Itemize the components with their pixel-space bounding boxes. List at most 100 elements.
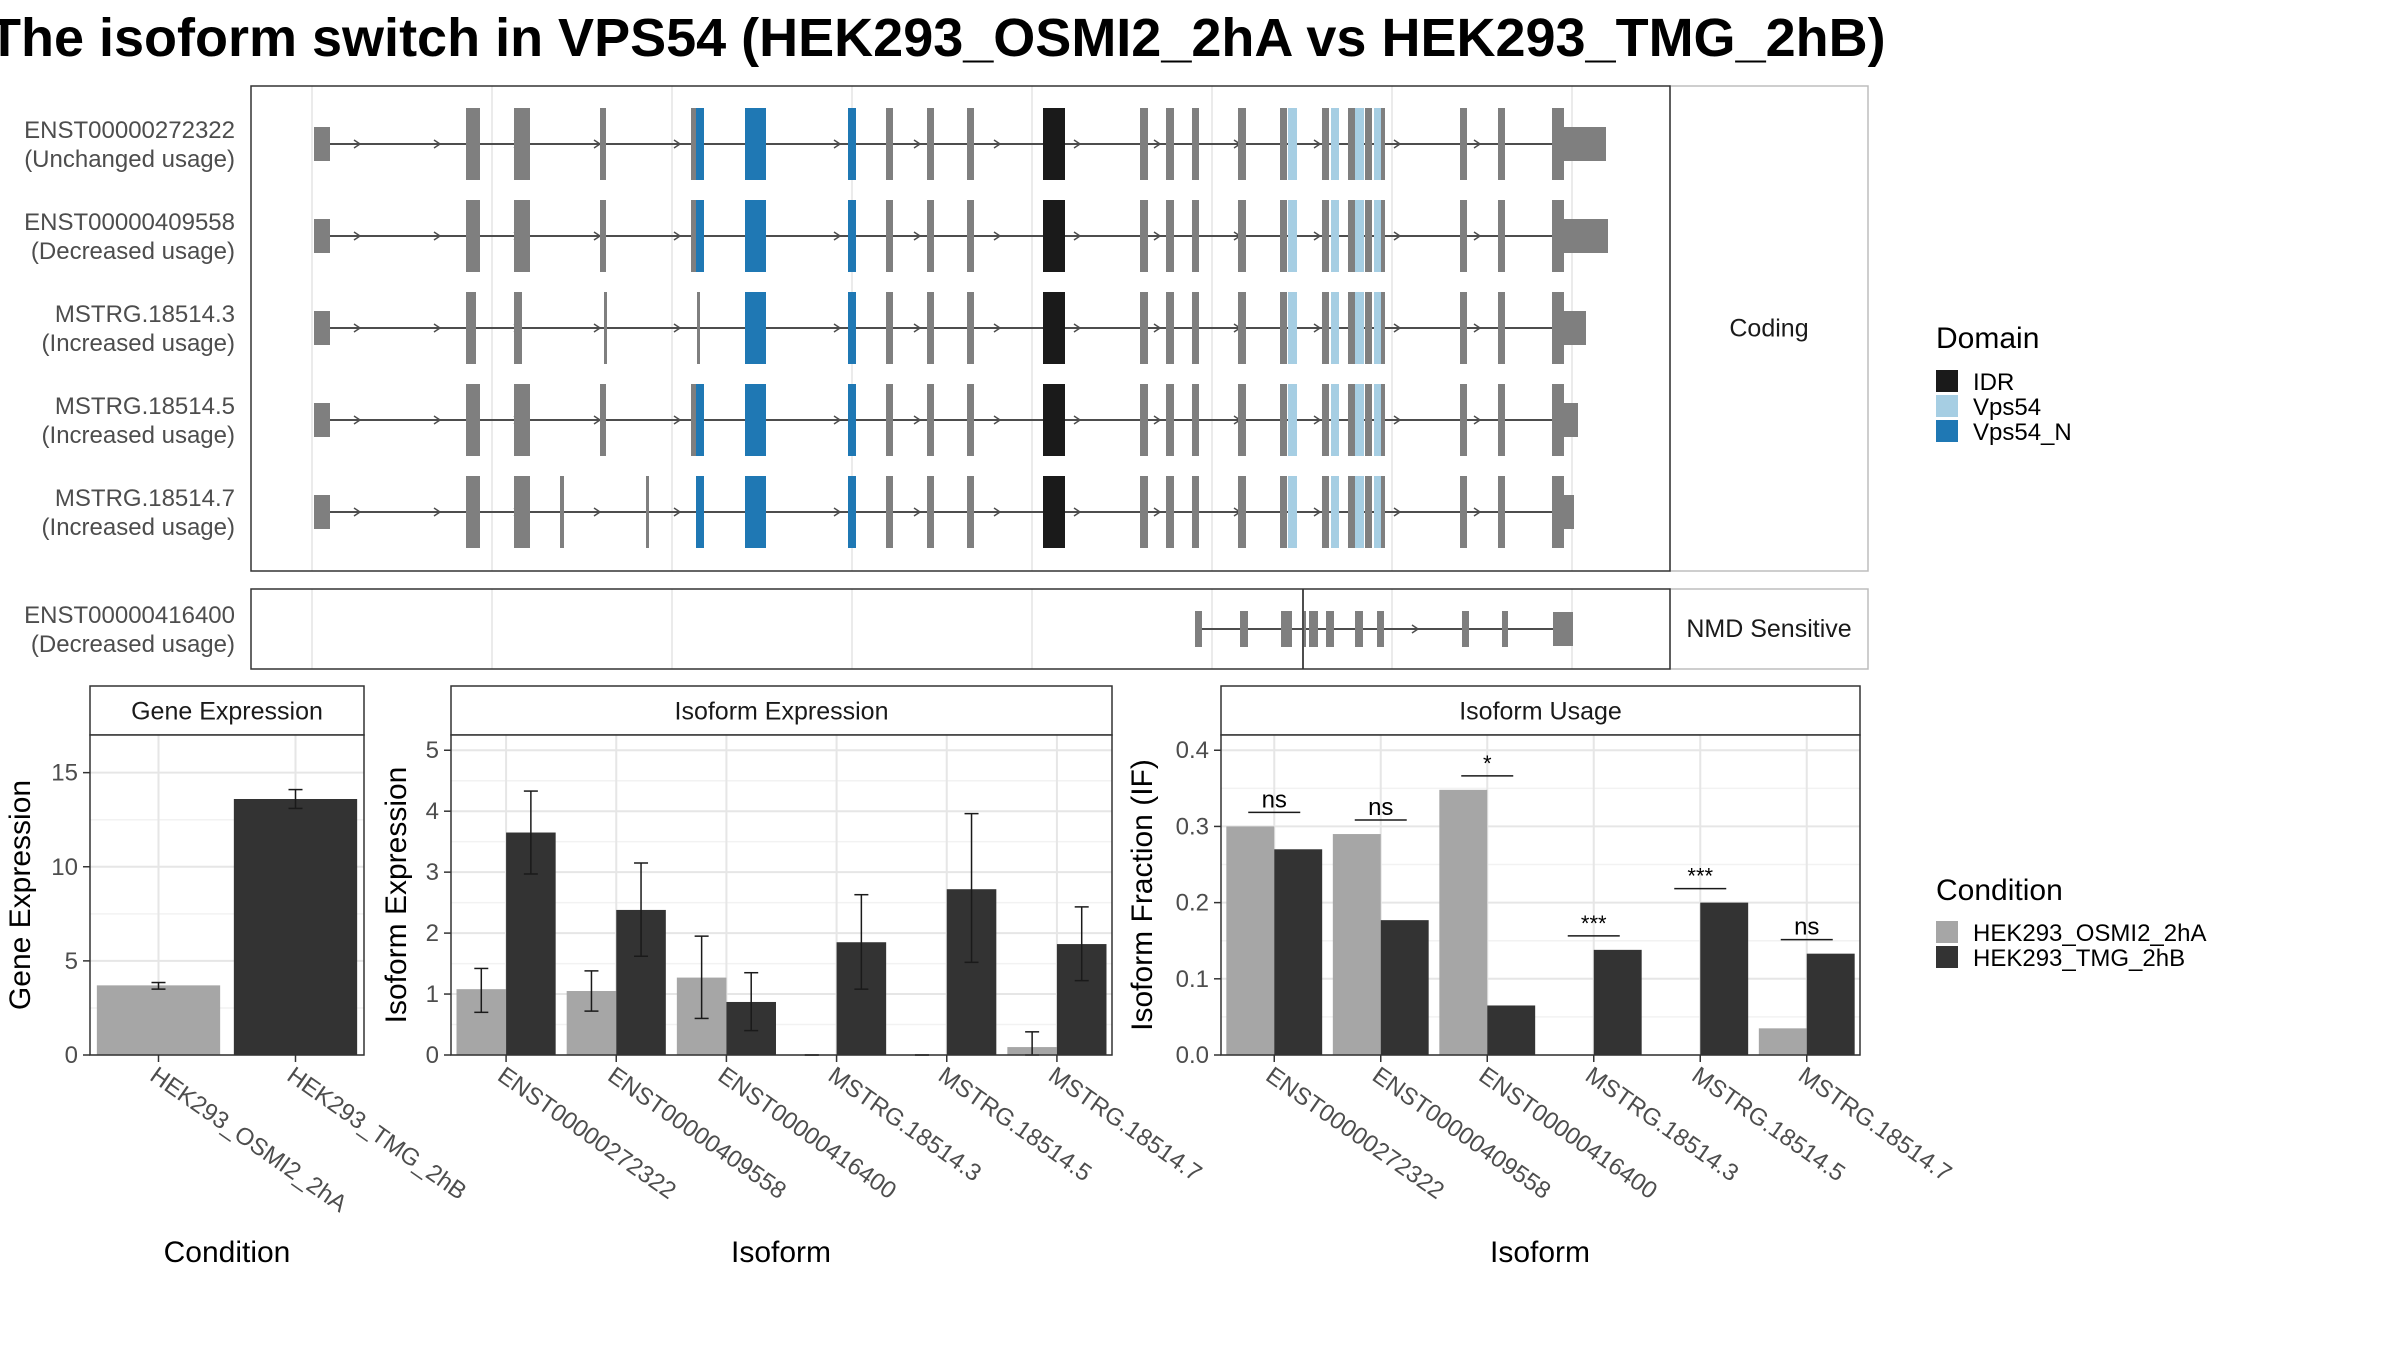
domain-block (696, 384, 704, 456)
legend-title: Domain (1936, 322, 2039, 355)
exon-block (514, 384, 530, 456)
intron-arrow (1411, 624, 1420, 634)
intron-arrow (1393, 323, 1402, 333)
exon-block (697, 292, 700, 364)
chart-title: Isoform Usage (1459, 698, 1622, 726)
legend-label: Vps54 (1973, 394, 2041, 421)
exon-block (927, 200, 934, 272)
exon-block (1460, 476, 1467, 548)
y-axis-label: Isoform Fraction (IF) (1126, 759, 1159, 1031)
transcript-row: ENST00000409558(Decreased usage) (24, 200, 1608, 272)
exon-block (1365, 476, 1372, 548)
legend-swatch (1936, 420, 1958, 442)
exon-block (1166, 108, 1174, 180)
exon-block (1377, 611, 1384, 647)
transcript-row: MSTRG.18514.3(Increased usage) (42, 292, 1586, 364)
exon-block (967, 384, 974, 456)
exon-block (886, 200, 893, 272)
figure-title: The isoform switch in VPS54 (HEK293_OSMI… (0, 8, 1886, 68)
bar (1758, 1028, 1807, 1055)
domain-block (1288, 200, 1297, 272)
intron-arrow (1073, 231, 1082, 241)
exon-block (1553, 612, 1573, 646)
intron-arrow (433, 507, 442, 517)
idr-core-block (1049, 108, 1059, 180)
exon-block (1498, 384, 1505, 456)
exon-block (1552, 476, 1564, 548)
x-tick-label: ENST00000416400 (713, 1062, 901, 1205)
exon-block (1365, 200, 1372, 272)
intron-arrow (1073, 323, 1082, 333)
domain-block (745, 384, 766, 456)
intron-arrow (1393, 415, 1402, 425)
exon-block (1460, 292, 1467, 364)
intron-arrow (353, 415, 362, 425)
structure-facet-label: NMD Sensitive (1686, 615, 1851, 643)
chart-title-strip (1220, 685, 1861, 736)
domain-block (745, 292, 766, 364)
domain-block (745, 476, 766, 548)
domain-block (696, 200, 704, 272)
legend-swatch (1936, 395, 1958, 417)
exon-block (1498, 292, 1505, 364)
intron-arrow (913, 415, 922, 425)
exon-block (1378, 292, 1385, 364)
intron-arrow (1153, 415, 1162, 425)
significance-label: ns (1368, 794, 1393, 821)
chart-border (450, 734, 1113, 1056)
legend-title: Condition (1936, 874, 2063, 907)
exon-block (1322, 384, 1329, 456)
structure-facet-strip (1669, 588, 1869, 670)
intron-arrow (1473, 507, 1482, 517)
exon-block (1166, 476, 1174, 548)
exon-block (1502, 611, 1508, 647)
exon-block (466, 292, 476, 364)
intron-arrow (833, 323, 842, 333)
y-tick-label: 15 (51, 760, 78, 787)
chart-title-strip (450, 685, 1113, 736)
intron-arrow (833, 231, 842, 241)
intron-arrow (353, 323, 362, 333)
exon-block (604, 292, 607, 364)
intron-arrow (353, 139, 362, 149)
intron-arrow (353, 507, 362, 517)
domain-block (1374, 476, 1381, 548)
exon-block (314, 495, 330, 529)
exon-block (1322, 476, 1329, 548)
transcript-id-label: ENST00000416400 (24, 602, 235, 629)
exon-block (1348, 200, 1355, 272)
chart-title: Gene Expression (131, 698, 323, 726)
intron-arrow (1473, 415, 1482, 425)
domain-block (1374, 292, 1381, 364)
domain-block (1288, 384, 1297, 456)
intron-arrow (1073, 139, 1082, 149)
intron-arrow (1473, 323, 1482, 333)
structure-facet-strip (1669, 85, 1869, 572)
intron-arrow (913, 231, 922, 241)
intron-arrow (593, 323, 602, 333)
domain-block (696, 476, 704, 548)
x-axis-label: Isoform (731, 1236, 831, 1269)
x-axis-label: Condition (164, 1236, 291, 1269)
x-tick-label: ENST00000416400 (1474, 1062, 1662, 1205)
domain-block (1355, 292, 1364, 364)
y-tick-label: 0 (426, 1042, 439, 1069)
intron-arrow (993, 323, 1002, 333)
exon-block (646, 476, 649, 548)
transcript-row: MSTRG.18514.5(Increased usage) (42, 384, 1578, 456)
exon-block (1378, 200, 1385, 272)
transcript-usage-label: (Increased usage) (42, 422, 235, 449)
y-tick-label: 5 (65, 948, 78, 975)
exon-block (466, 476, 480, 548)
intron-arrow (993, 507, 1002, 517)
exon-block (1322, 108, 1329, 180)
exon-block (1166, 200, 1174, 272)
exon-block (1281, 611, 1289, 647)
transcript-usage-label: (Increased usage) (42, 330, 235, 357)
domain-block (1288, 476, 1297, 548)
chart-border (89, 734, 365, 1056)
exon-block (1238, 108, 1246, 180)
intron-arrow (1153, 139, 1162, 149)
